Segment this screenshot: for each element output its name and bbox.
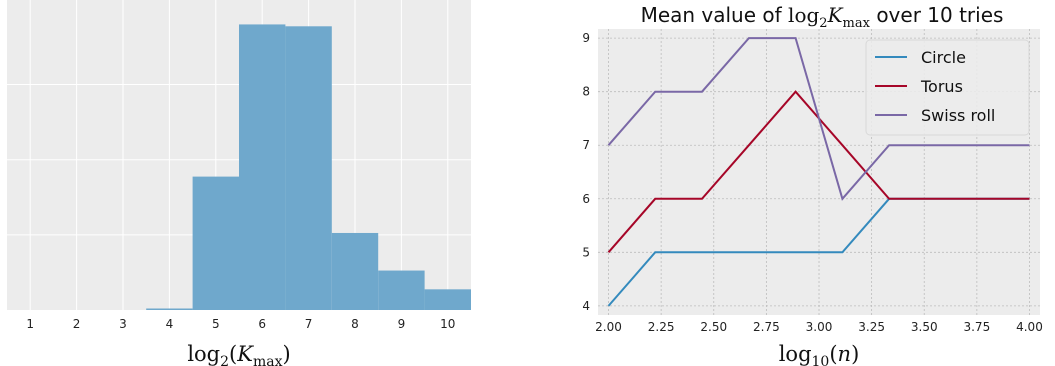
histogram-x-axis-label: log2(Kmax) <box>187 342 290 366</box>
histogram-bars <box>146 24 471 310</box>
histogram-bar <box>378 270 425 310</box>
legend-box <box>865 39 1030 136</box>
histogram-x-tick-label: 1 <box>26 317 34 331</box>
histogram-x-ticks: 1 2 3 4 5 6 7 8 9 10 <box>26 317 455 331</box>
histogram-bar <box>331 232 379 310</box>
histogram-x-tick-label: 3 <box>119 317 127 331</box>
line-chart-y-tick-label: 9 <box>582 31 590 45</box>
histogram-bar <box>285 26 332 310</box>
histogram-x-tick-label: 4 <box>166 317 174 331</box>
histogram-x-tick-label: 7 <box>305 317 313 331</box>
line-chart-x-tick-label: 3.50 <box>911 320 938 334</box>
line-chart-x-axis-label: log10(n) <box>779 342 860 366</box>
line-chart-title: Mean value of log2Kmax over 10 tries <box>641 3 1004 31</box>
histogram-x-tick-label: 10 <box>440 317 455 331</box>
line-chart-y-tick-label: 5 <box>582 245 590 259</box>
histogram-x-tick-label: 2 <box>73 317 81 331</box>
histogram-x-tick-label: 9 <box>398 317 406 331</box>
line-chart-x-ticks: 2.00 2.25 2.50 2.75 3.00 3.25 3.50 3.75 4.00 <box>595 320 1043 334</box>
legend-label: Torus <box>920 77 963 96</box>
histogram-bar <box>424 289 471 310</box>
line-chart-x-tick-label: 3.00 <box>806 320 833 334</box>
line-chart-y-tick-label: 8 <box>582 85 590 99</box>
series-line-swiss-roll <box>607 37 1030 201</box>
line-chart-x-tick-label: 2.00 <box>595 320 622 334</box>
histogram-chart: 1 2 3 4 5 6 7 8 9 10 log2(Kmax) <box>7 0 471 366</box>
histogram-bar <box>146 308 193 310</box>
histogram-bar <box>192 176 239 310</box>
histogram-x-tick-label: 6 <box>258 317 266 331</box>
line-chart-y-ticks: 4 5 6 7 8 9 <box>582 31 590 313</box>
histogram-x-tick-label: 5 <box>212 317 220 331</box>
line-chart-series <box>607 37 1030 307</box>
line-chart-y-tick-label: 6 <box>582 192 590 206</box>
histogram-bar <box>239 24 286 310</box>
line-chart-y-tick-label: 7 <box>582 138 590 152</box>
line-chart-x-tick-label: 2.25 <box>648 320 675 334</box>
legend-label: Circle <box>921 48 966 67</box>
line-chart-x-tick-label: 2.75 <box>753 320 780 334</box>
line-chart-x-tick-label: 2.50 <box>700 320 727 334</box>
line-chart-x-tick-label: 3.25 <box>858 320 885 334</box>
line-chart-y-tick-label: 4 <box>582 299 590 313</box>
line-chart-x-tick-label: 4.00 <box>1016 320 1043 334</box>
line-chart: Mean value of log2Kmax over 10 tries 2.0… <box>582 3 1042 366</box>
line-chart-x-tick-label: 3.75 <box>963 320 990 334</box>
histogram-x-tick-label: 8 <box>351 317 359 331</box>
legend: Circle Torus Swiss roll <box>865 39 1030 136</box>
legend-label: Swiss roll <box>921 106 995 125</box>
